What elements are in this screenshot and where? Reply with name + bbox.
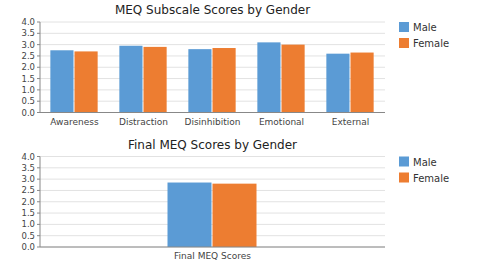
bar (188, 49, 211, 112)
legend-label: Female (413, 38, 449, 49)
bar (351, 53, 374, 113)
grid-line (40, 156, 385, 157)
bars (50, 42, 373, 112)
y-tick-label: 0.5 (21, 96, 35, 106)
legend: Male Female (399, 157, 449, 184)
y-tick-label: 3.5 (21, 163, 35, 173)
y-axis (40, 157, 41, 248)
bar (326, 54, 349, 113)
x-tick-label: Disinhibition (185, 117, 241, 127)
y-tick-label: 3.0 (21, 40, 35, 50)
bar (282, 45, 305, 113)
chart-root: MEQ Subscale Scores by Gender0.00.51.01.… (0, 0, 478, 269)
bar (213, 48, 236, 112)
y-tick-label: 4.0 (21, 17, 35, 27)
legend-label: Female (413, 173, 449, 184)
x-tick-label: Final MEQ Scores (174, 251, 251, 261)
bar (144, 47, 167, 113)
y-tick-label: 2.0 (21, 197, 35, 207)
legend-swatch (399, 157, 409, 167)
y-tick-label: 1.0 (21, 85, 35, 95)
y-tick-label: 1.0 (21, 219, 35, 229)
grid-line (40, 112, 385, 113)
y-tick-label: 2.5 (21, 185, 35, 195)
y-tick-label: 3.5 (21, 28, 35, 38)
legend: Male Female (399, 22, 449, 49)
bar (168, 183, 212, 247)
grid-line (40, 44, 385, 45)
title: MEQ Subscale Scores by Gender (115, 3, 310, 17)
bar (257, 42, 280, 112)
bar (75, 51, 98, 112)
x-tick-label: Awareness (50, 117, 99, 127)
y-tick-label: 2.0 (21, 62, 35, 72)
y-axis (40, 22, 41, 113)
x-tick-label: Distraction (119, 117, 168, 127)
y-tick-label: 1.5 (21, 74, 35, 84)
panel: Final MEQ Scores by Gender0.00.51.01.52.… (21, 138, 449, 262)
legend-label: Male (413, 157, 437, 168)
legend-swatch (399, 173, 409, 183)
y-tick-label: 1.5 (21, 208, 35, 218)
grid-line (40, 167, 385, 168)
x-axis (40, 112, 385, 113)
x-tick-label: External (332, 117, 369, 127)
legend-swatch (399, 38, 409, 48)
y-tick-label: 0.5 (21, 231, 35, 241)
y-tick-label: 0.0 (21, 242, 35, 252)
legend-label: Male (413, 22, 437, 33)
legend-swatch (399, 22, 409, 32)
bar (50, 50, 73, 112)
grid-line (40, 22, 385, 23)
bar (213, 184, 257, 247)
y-tick-label: 3.0 (21, 174, 35, 184)
grid-line (40, 179, 385, 180)
title: Final MEQ Scores by Gender (128, 138, 297, 152)
y-tick-label: 4.0 (21, 152, 35, 162)
grid-line (40, 33, 385, 34)
y-tick-label: 0.0 (21, 108, 35, 118)
bar (119, 46, 142, 113)
x-axis (40, 247, 385, 248)
y-tick-label: 2.5 (21, 51, 35, 61)
bars (168, 183, 257, 247)
x-tick-label: Emotional (259, 117, 304, 127)
panel: MEQ Subscale Scores by Gender 0.0 0.51.01.… (21, 3, 449, 127)
grid-line (40, 247, 385, 248)
